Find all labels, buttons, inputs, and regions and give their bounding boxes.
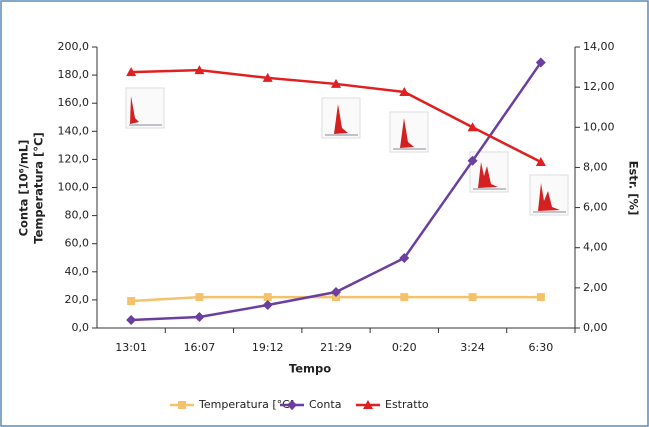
- data-point: [127, 297, 135, 305]
- y-tick-label: 180,0: [58, 68, 90, 81]
- y2-axis-title: Estr. [%]: [627, 161, 641, 216]
- x-axis-title: Tempo: [289, 362, 331, 376]
- x-tick-label: 19:12: [252, 341, 284, 354]
- y-tick-label: 40,0: [65, 265, 90, 278]
- y-tick-label: 0,0: [72, 321, 90, 334]
- y-tick-label: 20,0: [65, 293, 90, 306]
- legend-label: Estratto: [385, 398, 429, 411]
- x-tick-label: 0:20: [392, 341, 417, 354]
- x-tick-label: 13:01: [115, 341, 147, 354]
- legend-marker: [178, 401, 186, 409]
- y2-tick-label: 0,00: [583, 321, 608, 334]
- y-tick-label: 80,0: [65, 209, 90, 222]
- x-tick-label: 3:24: [460, 341, 485, 354]
- data-point: [469, 293, 477, 301]
- y-tick-label: 100,0: [58, 181, 90, 194]
- y-tick-label: 200,0: [58, 40, 90, 53]
- legend-label: Temperatura [°C]: [198, 398, 294, 411]
- y2-tick-label: 14,00: [583, 40, 615, 53]
- y2-tick-label: 2,00: [583, 281, 608, 294]
- data-point: [537, 293, 545, 301]
- chart: Tempo Conta [10⁶/mL] Temperatura [°C] Es…: [0, 0, 649, 427]
- y2-tick-label: 6,00: [583, 201, 608, 214]
- data-point: [195, 293, 203, 301]
- y-tick-label: 140,0: [58, 124, 90, 137]
- y-tick-label: 160,0: [58, 96, 90, 109]
- page: {"chart_data": {"type": "line", "categor…: [0, 0, 649, 427]
- x-tick-label: 6:30: [529, 341, 554, 354]
- y-tick-label: 120,0: [58, 152, 90, 165]
- x-tick-label: 16:07: [184, 341, 216, 354]
- y2-tick-label: 4,00: [583, 241, 608, 254]
- y2-tick-label: 8,00: [583, 160, 608, 173]
- legend-label: Conta: [309, 398, 341, 411]
- y-tick-label: 60,0: [65, 237, 90, 250]
- data-point: [400, 293, 408, 301]
- data-point: [264, 293, 272, 301]
- y-axis-title: Conta [10⁶/mL]: [17, 140, 31, 237]
- y-axis-title: Temperatura [°C]: [32, 132, 46, 243]
- y2-tick-label: 10,00: [583, 120, 615, 133]
- y2-tick-label: 12,00: [583, 80, 615, 93]
- x-tick-label: 21:29: [320, 341, 352, 354]
